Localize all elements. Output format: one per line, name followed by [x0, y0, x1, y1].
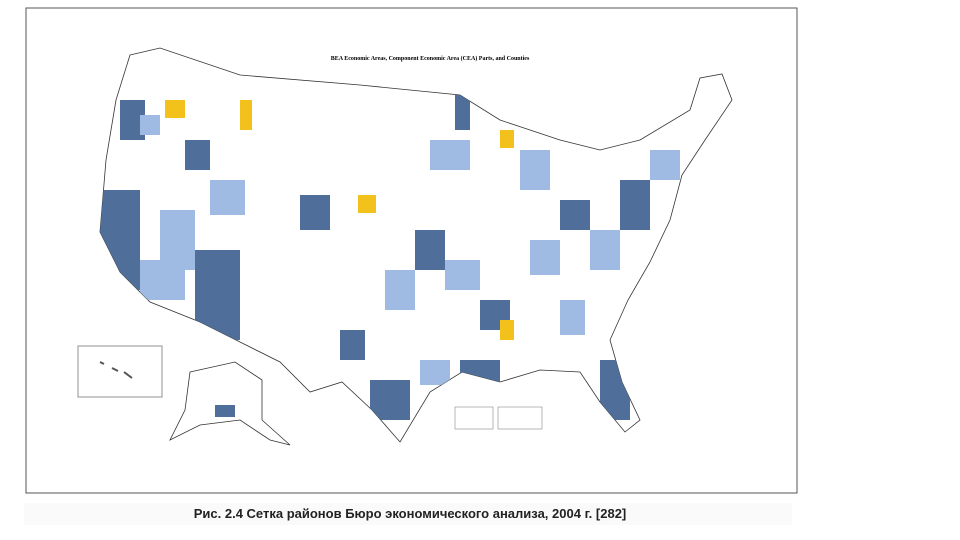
legend-box: [454, 406, 494, 430]
alaska: [169, 361, 291, 446]
caption-band: [24, 503, 792, 525]
hawaii-inset: [77, 345, 163, 398]
hawaii-islands: [99, 361, 133, 379]
caption: Рис. 2.4 Сетка районов Бюро экономическо…: [194, 506, 627, 521]
legend-box: [497, 406, 543, 430]
map-title: BEA Economic Areas, Component Economic A…: [331, 55, 530, 62]
alaska-patch: [215, 405, 235, 417]
